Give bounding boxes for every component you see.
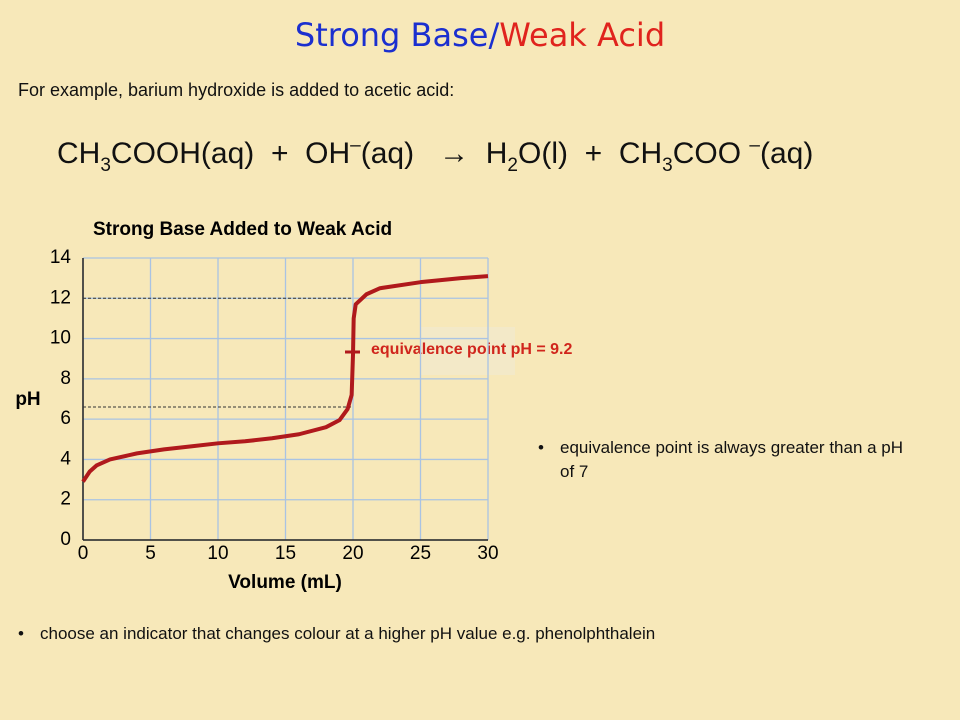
intro-text: For example, barium hydroxide is added t…	[18, 80, 455, 100]
eq-part: (aq)	[760, 137, 814, 170]
y-axis-label: pH	[15, 389, 40, 410]
eq-sub: 3	[100, 155, 111, 176]
x-tick-label: 30	[477, 543, 498, 564]
x-tick-label: 25	[410, 543, 431, 564]
bullet: equivalence point is always greater than…	[538, 436, 910, 484]
annotation-box	[420, 327, 515, 375]
eq-part: O(l) + CH	[518, 137, 663, 170]
eq-part: COO	[672, 137, 750, 170]
x-axis-label: Volume (mL)	[228, 572, 342, 593]
y-tick-label: 6	[60, 408, 71, 429]
bullet: choose an indicator that changes colour …	[18, 622, 940, 646]
slide-title: Strong Base/Weak Acid	[0, 16, 960, 54]
y-tick-label: 10	[50, 328, 71, 349]
eq-part: (aq) → H	[360, 137, 508, 170]
y-tick-label: 14	[50, 247, 72, 268]
eq-part: CH	[57, 137, 101, 170]
x-tick-label: 10	[207, 543, 228, 564]
y-tick-label: 8	[60, 368, 71, 389]
data-line	[81, 274, 489, 483]
equation: CH3COOH(aq) + OH–(aq) → H2O(l) + CH3COO …	[57, 135, 813, 177]
eq-sub: 3	[662, 155, 673, 176]
title-part: /	[488, 16, 500, 54]
x-tick-label: 5	[145, 543, 156, 564]
x-tick-label: 15	[275, 543, 296, 564]
y-tick-label: 12	[50, 287, 71, 308]
y-tick-label: 4	[60, 448, 71, 469]
eq-sup: –	[749, 135, 760, 156]
title-part: Strong Base	[294, 16, 489, 54]
eq-sup: –	[350, 135, 361, 156]
chart-title: Strong Base Added to Weak Acid	[93, 219, 392, 240]
x-tick-label: 0	[78, 543, 89, 564]
title-part: Weak Acid	[499, 16, 666, 54]
y-tick-label: 0	[60, 529, 71, 550]
x-tick-label: 20	[342, 543, 363, 564]
annotation: equivalence point pH = 9.2	[371, 341, 572, 358]
eq-sub: 2	[507, 155, 518, 176]
y-tick-label: 2	[60, 489, 71, 510]
eq-part: COOH(aq) + OH	[110, 137, 351, 170]
